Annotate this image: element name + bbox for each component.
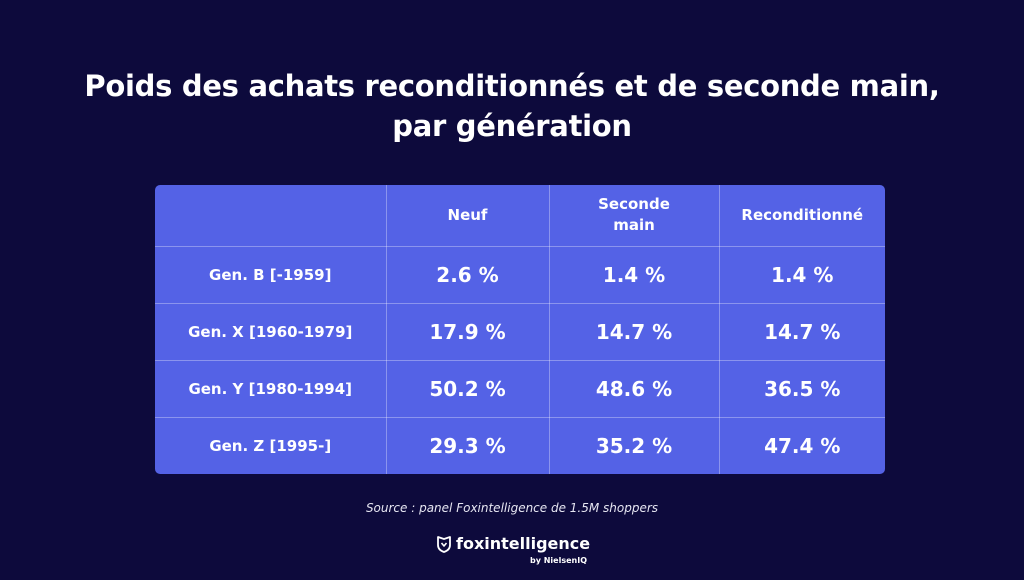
chart-title-line1: Poids des achats reconditionnés et de se… <box>84 69 940 103</box>
cell-value: 2.6 % <box>385 245 550 304</box>
data-table: Neuf Seconde main Reconditionné Gen. B [… <box>155 185 885 474</box>
header-row: Neuf Seconde main Reconditionné <box>155 185 885 247</box>
row-label: Gen. X [1960-1979] <box>155 302 387 361</box>
table-row: Gen. Y [1980-1994] 50.2 % 48.6 % 36.5 % <box>155 359 885 418</box>
chart-title: Poids des achats reconditionnés et de se… <box>0 66 1024 146</box>
row-label: Gen. B [-1959] <box>155 245 387 304</box>
cell-value: 14.7 % <box>718 302 885 361</box>
cell-value: 35.2 % <box>548 416 720 474</box>
fox-shield-icon <box>437 536 451 553</box>
cell-value: 17.9 % <box>385 302 550 361</box>
cell-value: 50.2 % <box>385 359 550 418</box>
cell-value: 29.3 % <box>385 416 550 474</box>
cell-value: 1.4 % <box>548 245 720 304</box>
brand-name: foxintelligence <box>456 534 591 553</box>
cell-value: 1.4 % <box>718 245 885 304</box>
header-reconditionne: Reconditionné <box>718 185 885 247</box>
table-row: Gen. X [1960-1979] 17.9 % 14.7 % 14.7 % <box>155 302 885 361</box>
header-neuf: Neuf <box>385 185 550 247</box>
header-seconde-main: Seconde main <box>548 185 720 247</box>
cell-value: 48.6 % <box>548 359 720 418</box>
cell-value: 47.4 % <box>718 416 885 474</box>
source-note: Source : panel Foxintelligence de 1.5M s… <box>365 501 659 515</box>
table-row: Gen. B [-1959] 2.6 % 1.4 % 1.4 % <box>155 245 885 304</box>
chart-title-line2: par génération <box>392 109 632 143</box>
cell-value: 14.7 % <box>548 302 720 361</box>
brand-subtitle: by NielsenIQ <box>530 556 587 565</box>
header-empty <box>155 185 387 247</box>
brand-logo: foxintelligence by NielsenIQ <box>437 534 591 568</box>
row-label: Gen. Y [1980-1994] <box>155 359 387 418</box>
header-seconde-main-text: Seconde main <box>598 195 670 235</box>
cell-value: 36.5 % <box>718 359 885 418</box>
row-label: Gen. Z [1995-] <box>155 416 387 474</box>
table-row: Gen. Z [1995-] 29.3 % 35.2 % 47.4 % <box>155 416 885 474</box>
